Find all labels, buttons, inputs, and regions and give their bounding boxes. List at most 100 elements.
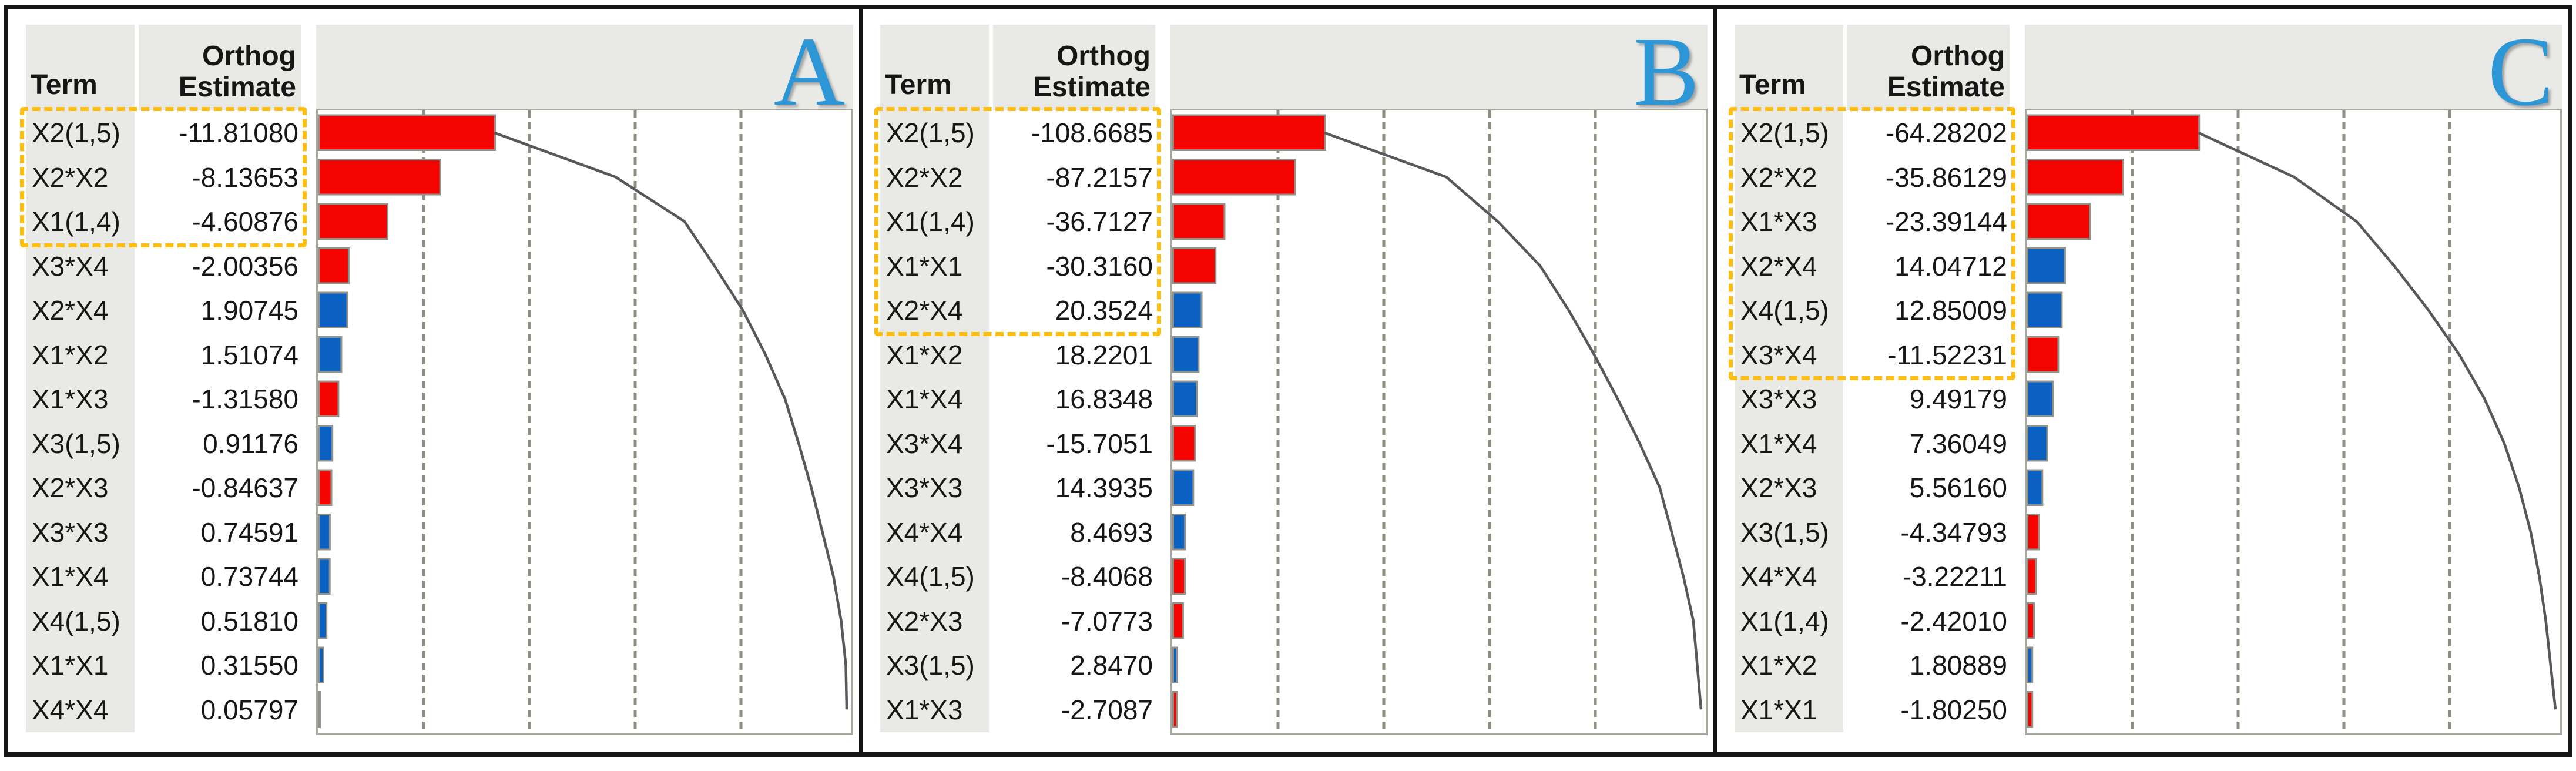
panel-divider	[859, 9, 863, 752]
estimate-cell: -8.13653	[192, 162, 298, 193]
panel-C: Term Orthog Estimate C X2(1,5) -64.28202 X…	[1717, 9, 2568, 752]
term-header-band	[26, 25, 135, 110]
term-cell: X1*X2	[32, 339, 109, 370]
pareto-plot	[2025, 109, 2562, 735]
estimate-cell: -1.31580	[192, 384, 298, 414]
estimate-bar	[1172, 602, 1184, 639]
term-cell: X1(1,4)	[886, 206, 975, 237]
estimate-bar	[2027, 203, 2091, 240]
term-cell: X4(1,5)	[1740, 295, 1829, 326]
panel-letter: A	[773, 17, 845, 126]
cumulative-curve	[494, 131, 848, 710]
term-cell: X3*X3	[32, 517, 109, 548]
term-cell: X1*X2	[886, 339, 963, 370]
estimate-bar	[1172, 291, 1203, 328]
estimate-bar	[2027, 159, 2124, 196]
estimate-cell: 1.90745	[200, 295, 298, 326]
estimate-bar	[2027, 291, 2063, 328]
term-cell: X2*X3	[1740, 472, 1817, 503]
estimate-cell: 0.05797	[200, 694, 298, 725]
pareto-plot	[1170, 109, 1708, 735]
estimate-cell: -108.6685	[1031, 118, 1153, 148]
estimate-bar	[318, 336, 343, 373]
term-cell: X2*X2	[32, 162, 109, 193]
estimate-header-line1: Orthog	[1056, 40, 1151, 72]
panel-B: Term Orthog Estimate B X2(1,5) -108.6685 X…	[863, 9, 1713, 752]
term-cell: X3*X3	[1740, 384, 1817, 414]
term-header-label: Term	[1739, 69, 1806, 100]
estimate-cell: 20.3524	[1055, 295, 1153, 326]
estimate-cell: -2.42010	[1900, 605, 2007, 636]
estimate-column-header: Orthog Estimate	[993, 25, 1151, 110]
estimate-header-line2: Estimate	[178, 72, 296, 103]
estimate-cell: 2.8470	[1070, 650, 1153, 681]
estimate-cell: -11.52231	[1887, 339, 2007, 370]
estimate-bar	[2027, 336, 2060, 373]
estimate-cell: 0.31550	[200, 650, 298, 681]
estimate-cell: -2.00356	[192, 250, 298, 281]
estimate-cell: 9.49179	[1909, 384, 2007, 414]
term-column-strip	[26, 110, 135, 732]
chart-header-band	[316, 25, 853, 110]
estimate-header-line1: Orthog	[1911, 40, 2005, 72]
estimate-bar	[318, 203, 389, 240]
term-cell: X1*X1	[1740, 694, 1817, 725]
estimate-bar	[318, 514, 331, 551]
estimate-header-line2: Estimate	[1887, 72, 2005, 103]
term-cell: X4(1,5)	[886, 561, 975, 592]
estimate-cell: 7.36049	[1909, 428, 2007, 459]
term-cell: X1*X3	[32, 384, 109, 414]
estimate-cell: -4.34793	[1900, 517, 2007, 548]
term-cell: X1*X4	[1740, 428, 1817, 459]
estimate-bar	[2027, 646, 2034, 683]
estimate-bar	[2027, 602, 2035, 639]
estimate-cell: -23.39144	[1885, 206, 2007, 237]
term-header-band	[880, 25, 989, 110]
estimate-cell: 14.04712	[1894, 250, 2007, 281]
estimate-cell: 0.91176	[203, 428, 298, 459]
estimate-cell: -87.2157	[1046, 162, 1153, 193]
term-cell: X2*X3	[32, 472, 109, 503]
estimate-header-line2: Estimate	[1032, 72, 1151, 103]
term-cell: X2*X2	[1740, 162, 1817, 193]
term-cell: X1(1,4)	[32, 206, 120, 237]
term-header-label: Term	[31, 69, 98, 100]
term-cell: X4*X4	[32, 694, 109, 725]
term-cell: X2(1,5)	[1740, 118, 1829, 148]
estimate-bar	[318, 558, 331, 595]
estimate-bar	[1172, 469, 1195, 506]
estimate-cell: 5.56160	[1909, 472, 2007, 503]
term-cell: X2*X3	[886, 605, 963, 636]
estimate-bar	[318, 691, 321, 728]
chart-header-band	[1170, 25, 1708, 110]
estimate-cell: -4.60876	[192, 206, 298, 237]
estimate-bar	[318, 159, 441, 196]
estimate-cell: 16.8348	[1055, 384, 1153, 414]
term-column-header: Term	[1739, 25, 1839, 110]
pareto-figure: Term Orthog Estimate A X2(1,5) -11.81080 X…	[4, 5, 2572, 757]
estimate-cell: -30.3160	[1046, 250, 1153, 281]
estimate-bar	[1172, 691, 1178, 728]
estimate-cell: 8.4693	[1070, 517, 1153, 548]
panel-A: Term Orthog Estimate A X2(1,5) -11.81080 X…	[8, 9, 859, 752]
estimate-bar	[318, 247, 350, 284]
term-cell: X3*X3	[886, 472, 963, 503]
estimate-cell: -0.84637	[192, 472, 298, 503]
highlight-box	[874, 107, 1161, 336]
term-column-strip	[1735, 110, 1843, 732]
estimate-bar	[1172, 380, 1198, 417]
panel-letter: B	[1633, 17, 1699, 126]
term-cell: X2*X4	[32, 295, 109, 326]
estimate-cell: 0.73744	[200, 561, 298, 592]
highlight-box	[1729, 107, 2015, 380]
estimate-cell: -7.0773	[1061, 605, 1153, 636]
term-column-strip	[880, 110, 989, 732]
estimate-bar	[2027, 469, 2044, 506]
estimate-cell: -15.7051	[1046, 428, 1153, 459]
estimate-column-header: Orthog Estimate	[1847, 25, 2005, 110]
pareto-chart-svg	[1172, 110, 1703, 733]
estimate-bar	[2027, 114, 2201, 151]
estimate-bar	[2027, 514, 2040, 551]
estimate-cell: -1.80250	[1900, 694, 2007, 725]
cumulative-curve	[2198, 131, 2557, 710]
